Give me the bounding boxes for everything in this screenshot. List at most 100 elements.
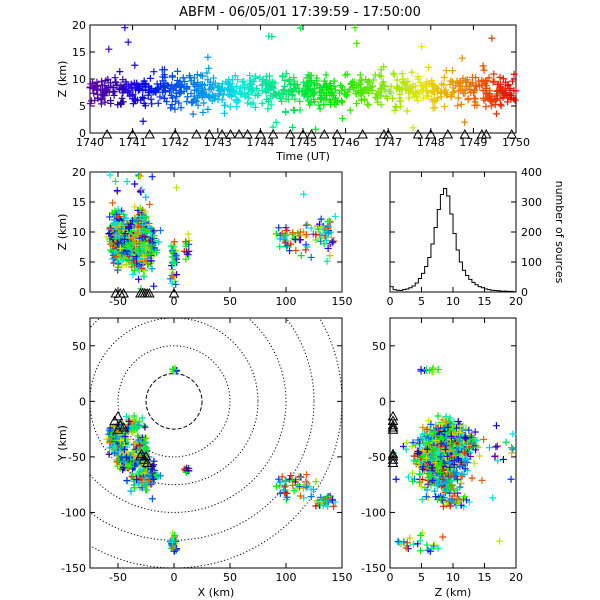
lightning-source-point [147,257,155,265]
lightning-source-point [442,67,450,75]
lightning-source-point [332,100,340,108]
lightning-source-point [404,77,412,85]
lightning-source-point [102,77,110,85]
lightning-source-point [289,481,297,489]
lightning-source-point [412,457,420,465]
station-triangle [112,424,124,434]
lightning-source-point [199,108,207,116]
lightning-source-point [452,444,460,452]
time-height-xlabel: Time (UT) [275,150,330,163]
lightning-source-point [284,95,292,103]
y-tick-label: 400 [521,166,542,179]
lightning-source-point [461,89,469,97]
lightning-source-point [116,244,124,252]
lightning-source-point [325,217,333,225]
lightning-source-point [478,76,486,84]
lightning-source-point [319,502,327,510]
station-triangle [225,128,236,139]
lightning-source-point [389,69,397,77]
lightning-source-point [146,250,154,258]
x-tick-label: 1748 [417,136,445,149]
lightning-source-point [328,84,336,92]
lightning-source-point [475,452,483,460]
lightning-source-point [111,207,119,215]
lightning-source-point [102,85,110,93]
lightning-source-point [141,266,149,274]
station-triangle [216,128,228,139]
lightning-source-point [322,71,330,79]
lightning-source-point [168,259,176,267]
lightning-source-point [509,430,517,438]
lightning-source-point [120,210,128,218]
lightning-source-point [480,66,488,74]
station-triangle [127,128,138,139]
lightning-source-point [160,81,168,89]
lightning-source-point [135,468,143,476]
lightning-source-point [442,501,450,509]
lightning-source-point [330,502,338,510]
lightning-source-point [108,432,116,440]
lightning-source-point [233,103,241,111]
lightning-source-point [464,96,472,104]
lightning-source-point [129,270,137,278]
lightning-source-point [409,469,417,477]
x-tick-label: 150 [332,295,353,308]
lightning-source-point [489,494,497,502]
lightning-source-point [117,225,125,233]
lightning-source-point [325,229,333,237]
lightning-source-point [197,81,205,89]
lightning-source-point [127,84,135,92]
lightning-source-point [436,459,444,467]
x-tick-label: 100 [276,571,297,584]
lightning-source-point [414,73,422,81]
lightning-source-point [374,98,382,106]
plan-view-frame [89,317,343,569]
lightning-source-point [125,417,133,425]
lightning-source-point [393,76,401,84]
lightning-source-point [327,98,335,106]
lightning-source-point [183,98,191,106]
lightning-source-point [431,487,439,495]
lightning-source-point [396,94,404,102]
lightning-source-point [158,66,166,74]
lightning-source-point [425,417,433,425]
lightning-source-point [138,221,146,229]
lightning-source-point [263,84,271,92]
lightning-source-point [461,118,469,126]
lightning-source-point [390,71,398,79]
lightning-source-point [106,171,114,179]
lightning-source-point [419,465,427,473]
lightning-source-point [509,445,517,453]
lightning-source-point [422,454,430,462]
lightning-source-point [240,84,248,92]
lightning-source-point [213,84,221,92]
lightning-source-point [416,90,424,98]
lightning-source-point [301,480,309,488]
lightning-source-point [314,499,322,507]
lightning-source-point [142,481,150,489]
lightning-source-point [510,70,518,78]
lightning-source-point [300,190,308,198]
lightning-source-point [302,483,310,491]
lightning-source-point [456,442,464,450]
station-triangle [459,128,471,139]
lightning-source-point [105,45,113,53]
lightning-source-point [146,74,154,82]
lightning-source-point [429,87,437,95]
lightning-source-point [496,83,504,91]
lightning-source-point [356,76,364,84]
lightning-source-point [174,76,182,84]
lightning-source-point [115,213,123,221]
lightning-source-point [139,272,147,280]
lightning-source-point [228,83,236,91]
lightning-source-point [132,445,140,453]
lightning-source-point [144,86,152,94]
lightning-source-point [427,452,435,460]
station-triangle [168,287,180,298]
lightning-source-point [307,92,315,100]
lightning-source-point [215,82,223,90]
lightning-source-point [402,445,410,453]
lightning-source-point [419,430,427,438]
lightning-source-point [472,74,480,82]
lightning-source-point [316,105,324,113]
